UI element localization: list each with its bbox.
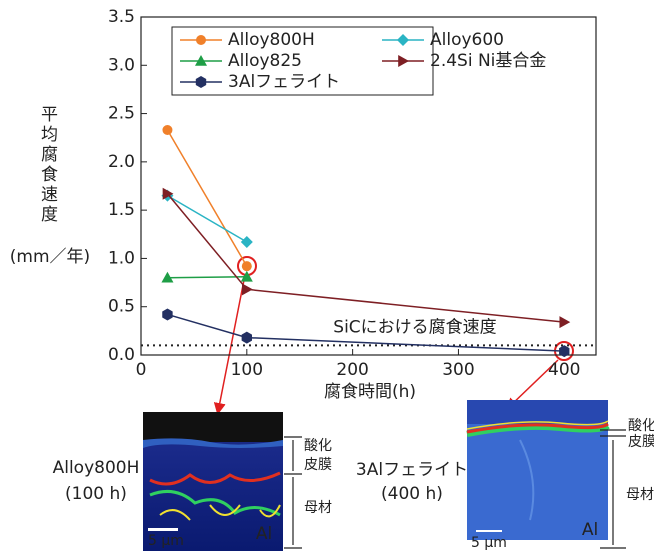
- inset-sample: 3Alフェライト: [356, 460, 468, 480]
- marker: [242, 332, 252, 344]
- y-tick-label: 0.5: [108, 297, 135, 317]
- scale-bar-label: 5 µm: [148, 533, 184, 549]
- legend-label: Alloy600: [430, 30, 504, 50]
- inset-sample: Alloy800H: [53, 458, 140, 478]
- element-label: Al: [256, 524, 272, 544]
- marker: [242, 261, 252, 271]
- legend-marker: [196, 35, 206, 45]
- series-line: [167, 130, 246, 266]
- base-label: 母材: [626, 487, 654, 503]
- oxide-label: 皮膜: [628, 434, 654, 450]
- inset-condition: (400 h): [381, 484, 443, 504]
- micrograph: [467, 400, 608, 540]
- chart: 平均腐食速度 (mm／年) 腐食時間(h) Alloy800H (100 h) …: [0, 0, 654, 551]
- legend: Alloy800H Alloy600 Alloy825 2.4Si Ni基合金 3Alフ…: [172, 27, 546, 95]
- y-axis-unit: (mm／年): [10, 247, 90, 267]
- x-tick-label: 400: [548, 360, 580, 380]
- y-tick-label: 2.5: [108, 104, 135, 124]
- legend-label: 2.4Si Ni基合金: [430, 51, 546, 71]
- y-axis-label: 平均腐食速度: [37, 105, 58, 225]
- legend-label: Alloy825: [228, 51, 302, 71]
- reference-label: SiCにおける腐食速度: [333, 317, 496, 337]
- x-tick-label: 200: [336, 360, 368, 380]
- y-tick-label: 1.0: [108, 248, 135, 268]
- scale-bar-label: 5 µm: [471, 535, 507, 551]
- y-tick-label: 1.5: [108, 200, 135, 220]
- base-label: 母材: [304, 500, 332, 516]
- x-axis-label: 腐食時間(h): [324, 382, 416, 402]
- legend-label: Alloy800H: [228, 30, 315, 50]
- marker: [242, 283, 253, 295]
- series-line: [167, 194, 564, 322]
- oxide-label: 皮膜: [304, 457, 332, 473]
- x-tick-label: 0: [136, 360, 147, 380]
- x-tick-label: 300: [442, 360, 474, 380]
- element-label: Al: [582, 520, 598, 540]
- arrow: [218, 275, 245, 412]
- oxide-label: 酸化: [628, 418, 654, 434]
- marker: [559, 316, 570, 328]
- y-tick-label: 0.0: [108, 345, 135, 365]
- series-line: [167, 277, 246, 278]
- inset-condition: (100 h): [65, 484, 127, 504]
- layer-bracket: [284, 437, 302, 548]
- marker: [162, 308, 172, 320]
- y-tick-label: 3.5: [108, 7, 135, 27]
- x-tick-label: 100: [231, 360, 263, 380]
- y-tick-label: 2.0: [108, 152, 135, 172]
- marker: [241, 236, 253, 248]
- series-line: [167, 196, 246, 242]
- legend-label: 3Alフェライト: [228, 72, 340, 92]
- oxide-label: 酸化: [304, 438, 332, 454]
- y-tick-label: 3.0: [108, 55, 135, 75]
- marker: [162, 125, 172, 135]
